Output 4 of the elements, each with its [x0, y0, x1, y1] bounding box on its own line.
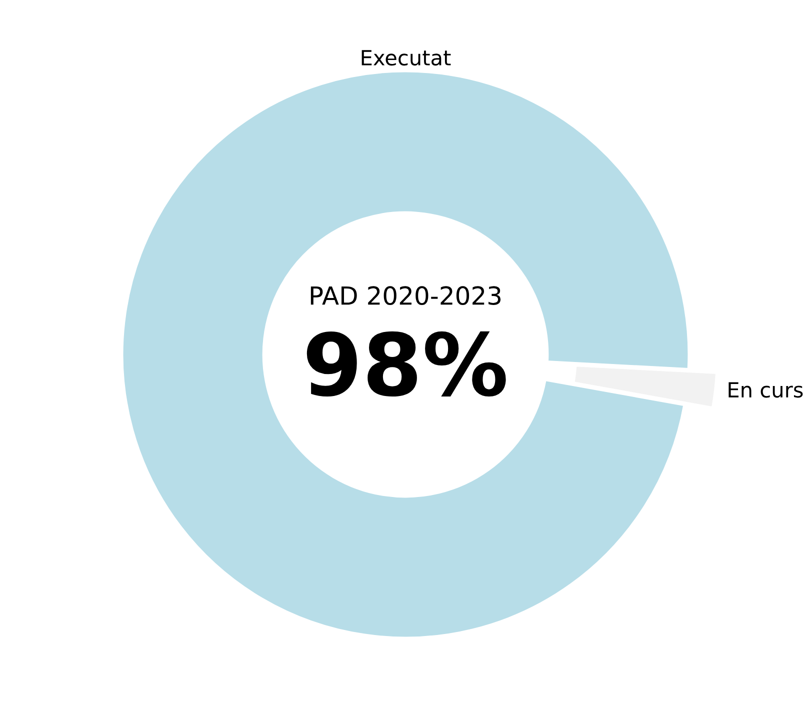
- slice-label: En curs: [728, 382, 803, 398]
- slice-label: Executat: [362, 50, 451, 66]
- text: PAD 2020-2023: [310, 286, 501, 306]
- text: 98%: [306, 331, 506, 396]
